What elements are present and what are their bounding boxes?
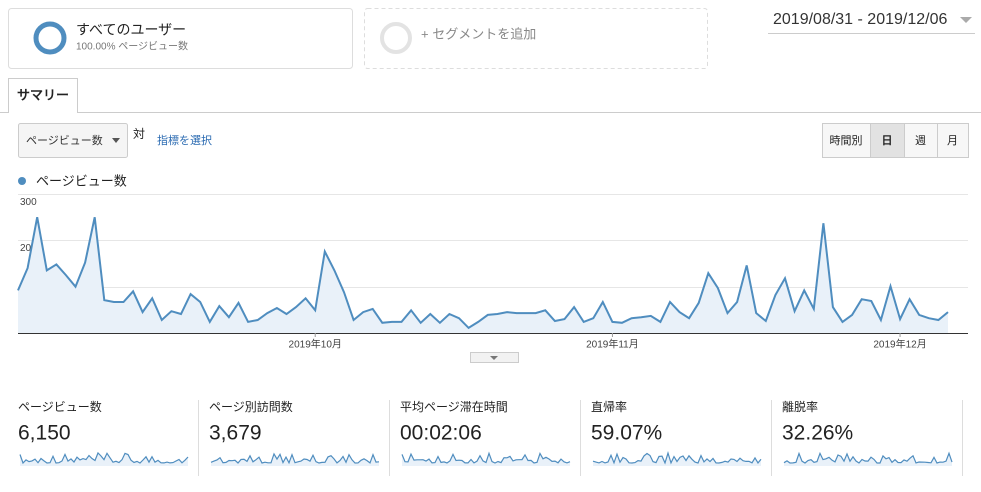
select-arrow: [112, 138, 120, 143]
sparkline-area: [20, 453, 188, 466]
tab[interactable]: サマリー: [17, 87, 69, 102]
scorecard-label: ページビュー数: [18, 399, 102, 414]
scorecard-label: ページ別訪問数: [209, 399, 293, 414]
granularity-label: 月: [947, 135, 958, 147]
x-tick-label: 2019年10月: [289, 338, 342, 351]
scorecard-label: 離脱率: [782, 399, 818, 414]
add-segment-ring: [380, 22, 412, 54]
x-tick-label: 2019年11月: [586, 338, 639, 351]
line: [17, 216, 949, 330]
segment-ring: [33, 21, 67, 55]
granularity-button[interactable]: [937, 123, 969, 158]
sparkline-area: [593, 453, 761, 466]
scorecard-label: 直帰率: [591, 399, 627, 414]
sparkline: [19, 451, 189, 465]
metric-select[interactable]: [18, 123, 128, 158]
legend-label: ページビュー数: [36, 173, 127, 188]
segment-detail: 100.00% ページビュー数: [76, 40, 188, 53]
sparkline: [401, 451, 571, 464]
scorecard-value: 00:02:06: [400, 422, 482, 445]
granularity-label: 週: [915, 134, 926, 147]
add-segment-card[interactable]: [364, 8, 708, 69]
scorecard-value: 6,150: [18, 422, 71, 445]
scorecard-label: 平均ページ滞在時間: [400, 400, 508, 414]
y-tick-label: 300: [20, 197, 37, 208]
tab-gap: [9, 111, 77, 114]
scorecard-value: 3,679: [209, 422, 262, 445]
sparkline-area: [784, 453, 952, 466]
metric-select-text: ページビュー数: [26, 134, 103, 147]
x-tick-label: 2019年12月: [873, 338, 926, 351]
segment-name: すべてのユーザー: [76, 22, 186, 38]
sparkline: [592, 451, 762, 465]
date-dropdown-arrow: [960, 17, 972, 23]
sparkline: [210, 452, 380, 465]
sparkline-area: [402, 453, 570, 466]
granularity-button[interactable]: [904, 123, 938, 158]
legend-dot: [18, 177, 26, 185]
handle-arrow: [490, 356, 498, 360]
choose-metric[interactable]: 指標を選択: [157, 133, 212, 147]
granularity-label: 時間別: [830, 134, 863, 147]
segment-card[interactable]: [8, 8, 353, 69]
area: [18, 217, 948, 333]
add-segment: + セグメントを追加: [421, 26, 536, 41]
versus: 対: [133, 127, 145, 141]
tab-box: [8, 78, 78, 113]
granularity-label: 日: [882, 134, 893, 147]
sparkline-area: [211, 453, 379, 466]
y-tick-label: 200: [20, 243, 37, 254]
scorecard-value: 32.26%: [782, 422, 853, 445]
date-range[interactable]: 2019/08/31 - 2019/12/06: [773, 11, 947, 28]
scorecard-value: 59.07%: [591, 422, 662, 445]
sparkline: [783, 451, 953, 464]
granularity-button[interactable]: [822, 123, 871, 158]
